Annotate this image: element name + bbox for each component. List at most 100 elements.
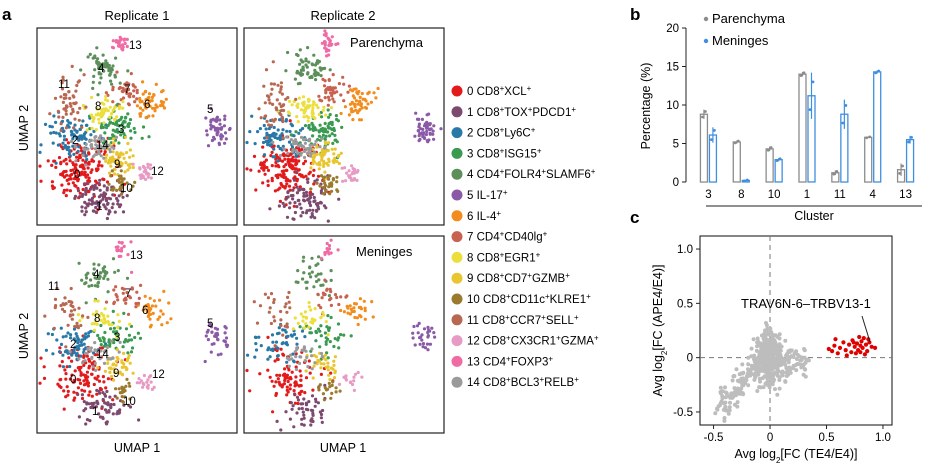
umap-point — [276, 128, 280, 132]
umap-point — [116, 298, 120, 302]
umap-point — [296, 82, 300, 86]
scatter-point — [735, 378, 740, 383]
umap-point — [323, 40, 327, 44]
umap-point — [105, 188, 109, 192]
umap-point — [304, 59, 308, 63]
umap-point — [314, 78, 318, 82]
umap-point — [120, 246, 124, 250]
umap-point — [223, 331, 227, 335]
scatter-point — [728, 400, 732, 405]
umap-point — [311, 106, 315, 110]
umap-point — [124, 298, 128, 302]
legend-swatch — [451, 335, 463, 347]
umap-point — [127, 381, 131, 385]
umap-point — [62, 96, 66, 100]
legend-entry: 8 CD8+EGR1+ — [467, 250, 541, 265]
umap-point — [141, 108, 145, 112]
umap-point — [94, 313, 98, 317]
scatter-point — [762, 367, 767, 372]
scatter-point — [721, 407, 726, 412]
bar-point — [766, 148, 770, 152]
umap-point — [221, 134, 225, 138]
umap-point — [300, 147, 304, 152]
umap-point — [307, 123, 311, 128]
scatter-point — [777, 332, 782, 337]
umap-point — [246, 353, 250, 357]
umap-point — [275, 419, 279, 423]
umap-point — [128, 166, 132, 170]
umap-point — [82, 73, 86, 77]
umap-point — [39, 356, 43, 360]
umap-point — [76, 313, 80, 317]
umap-point — [106, 320, 110, 324]
scatter-point — [753, 364, 758, 369]
scatter-point — [762, 333, 767, 338]
umap-point — [119, 169, 123, 173]
scatter-y-tick-label: 0 — [687, 353, 693, 365]
scatter-point — [795, 352, 800, 357]
umap-point — [146, 378, 150, 382]
umap-point — [299, 206, 303, 210]
scatter-point — [769, 364, 774, 369]
scatter-xlabel: Avg log2[FC (TE4/E4)] — [734, 447, 857, 465]
umap-point — [126, 351, 130, 355]
umap-point — [95, 276, 99, 280]
umap-point — [417, 117, 421, 121]
umap-point — [329, 396, 333, 400]
umap-point — [95, 152, 99, 156]
umap-point — [66, 145, 70, 149]
umap-point — [321, 154, 325, 158]
umap-point — [350, 309, 354, 314]
umap-point — [328, 377, 332, 382]
umap-point — [353, 372, 358, 376]
umap-point — [311, 411, 315, 415]
umap-point — [317, 255, 321, 259]
umap-point — [315, 279, 319, 284]
bar-point — [710, 138, 713, 142]
umap-point — [300, 329, 305, 333]
umap-point — [266, 168, 271, 172]
umap-point — [120, 129, 124, 133]
umap-point — [97, 263, 101, 267]
umap-point — [333, 293, 338, 297]
umap-point — [57, 156, 62, 160]
umap-point — [92, 201, 96, 205]
cluster-label-meninges-7: 7 — [125, 288, 131, 300]
umap-point — [210, 342, 214, 346]
umap-point — [318, 98, 322, 102]
umap-point — [294, 375, 298, 379]
bar-y-tick-label: 0 — [673, 177, 679, 189]
umap-point — [257, 169, 261, 173]
umap-point — [411, 331, 415, 335]
umap-point — [326, 103, 330, 107]
scatter-point — [732, 374, 737, 379]
umap-point — [38, 381, 42, 385]
umap-point — [294, 182, 298, 187]
umap-point — [117, 387, 121, 391]
scatter-point — [749, 346, 754, 351]
umap-point — [109, 112, 114, 116]
umap-point — [292, 389, 296, 393]
umap-point — [144, 116, 148, 120]
umap-point — [309, 408, 314, 412]
umap-point — [129, 72, 133, 76]
scatter-point — [758, 379, 762, 384]
umap-point — [91, 404, 95, 408]
umap-point — [256, 130, 260, 134]
umap-point — [73, 194, 78, 198]
umap-point — [77, 306, 81, 310]
scatter-point — [758, 355, 763, 360]
umap-point — [417, 134, 421, 138]
umap-point — [109, 174, 113, 178]
umap-point — [290, 103, 294, 107]
umap-point — [280, 117, 285, 121]
umap-point — [316, 73, 320, 77]
umap-point — [324, 320, 328, 324]
umap-point — [307, 272, 311, 276]
umap-point — [128, 118, 133, 122]
umap-point — [317, 303, 321, 307]
umap-point — [98, 205, 102, 209]
umap-point — [271, 134, 275, 138]
umap-point — [79, 373, 83, 377]
umap-point — [304, 369, 308, 373]
